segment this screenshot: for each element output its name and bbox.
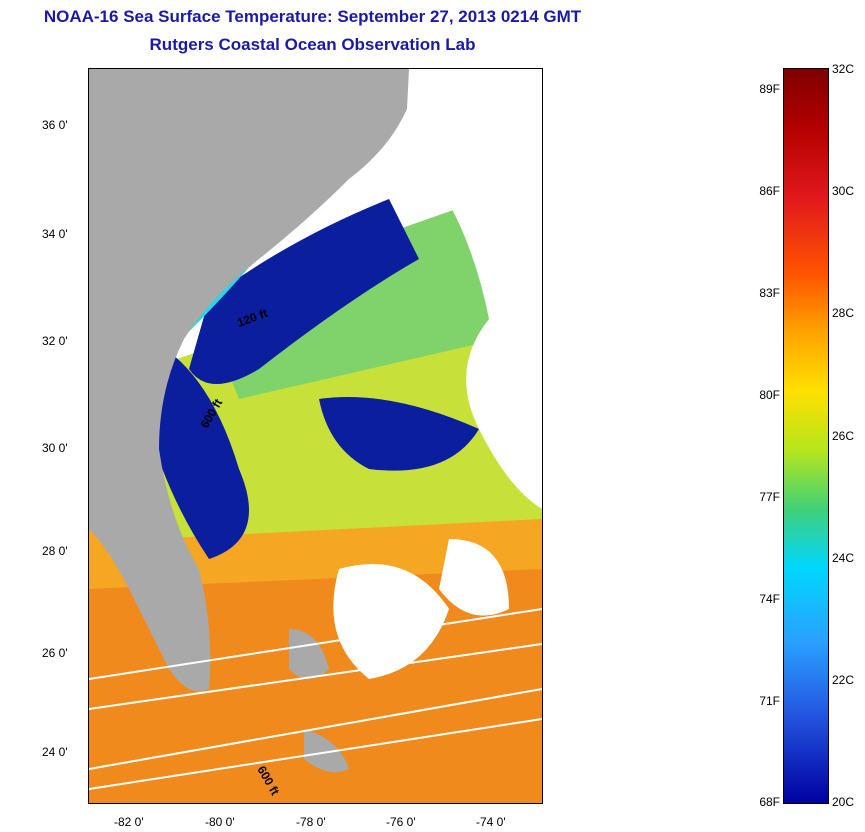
- temperature-colorbar: [783, 68, 829, 804]
- lat-tick-label: 24 0': [42, 745, 68, 759]
- colorbar-c-label: 22C: [832, 673, 855, 687]
- swath-line: [89, 608, 542, 680]
- colorbar-f-label: 71F: [759, 694, 780, 708]
- cloud-cover-east: [409, 69, 542, 509]
- lon-tick-label: -80 0': [205, 815, 235, 829]
- map-subtitle: Rutgers Coastal Ocean Observation Lab: [149, 35, 476, 54]
- colorbar-c-label: 28C: [832, 306, 855, 320]
- lat-tick-label: 34 0': [42, 227, 68, 241]
- colorbar-c-label: 26C: [832, 429, 855, 443]
- cloud-cover-southeast: [439, 539, 509, 616]
- bahamas-island: [289, 629, 329, 679]
- colorbar-c-label: 30C: [832, 184, 855, 198]
- cuba-island: [304, 729, 349, 773]
- colorbar-f-label: 89F: [759, 82, 780, 96]
- cold-water-patch: [189, 199, 419, 384]
- lat-tick-label: 32 0': [42, 334, 68, 348]
- cloud-cover-bahamas: [333, 564, 449, 679]
- land-mass: [89, 69, 409, 692]
- colorbar-f-label: 74F: [759, 592, 780, 606]
- lat-tick-label: 30 0': [42, 441, 68, 455]
- cold-water-patch-south: [149, 339, 249, 559]
- swath-line: [89, 688, 542, 770]
- sst-map: 120 ft 600 ft 600 ft: [88, 68, 543, 804]
- swath-line: [89, 643, 542, 710]
- colorbar-c-label: 32C: [832, 62, 855, 76]
- colorbar-f-label: 77F: [759, 490, 780, 504]
- lat-tick-label: 28 0': [42, 544, 68, 558]
- lat-tick-label: 36 0': [42, 118, 68, 132]
- lon-tick-label: -74 0': [476, 815, 506, 829]
- colorbar-f-label: 80F: [759, 388, 780, 402]
- colorbar-f-label: 83F: [759, 286, 780, 300]
- cold-water-patch-east: [319, 397, 479, 471]
- lon-tick-label: -82 0': [114, 815, 144, 829]
- lat-tick-label: 26 0': [42, 646, 68, 660]
- swath-line: [89, 718, 542, 790]
- colorbar-f-label: 68F: [759, 795, 780, 809]
- colorbar-f-label: 86F: [759, 184, 780, 198]
- lon-tick-label: -78 0': [296, 815, 326, 829]
- map-title: NOAA-16 Sea Surface Temperature: Septemb…: [43, 7, 582, 26]
- colorbar-c-label: 24C: [832, 551, 855, 565]
- colorbar-c-label: 20C: [832, 795, 855, 809]
- sst-map-canvas: 120 ft 600 ft 600 ft: [89, 69, 542, 803]
- lon-tick-label: -76 0': [386, 815, 416, 829]
